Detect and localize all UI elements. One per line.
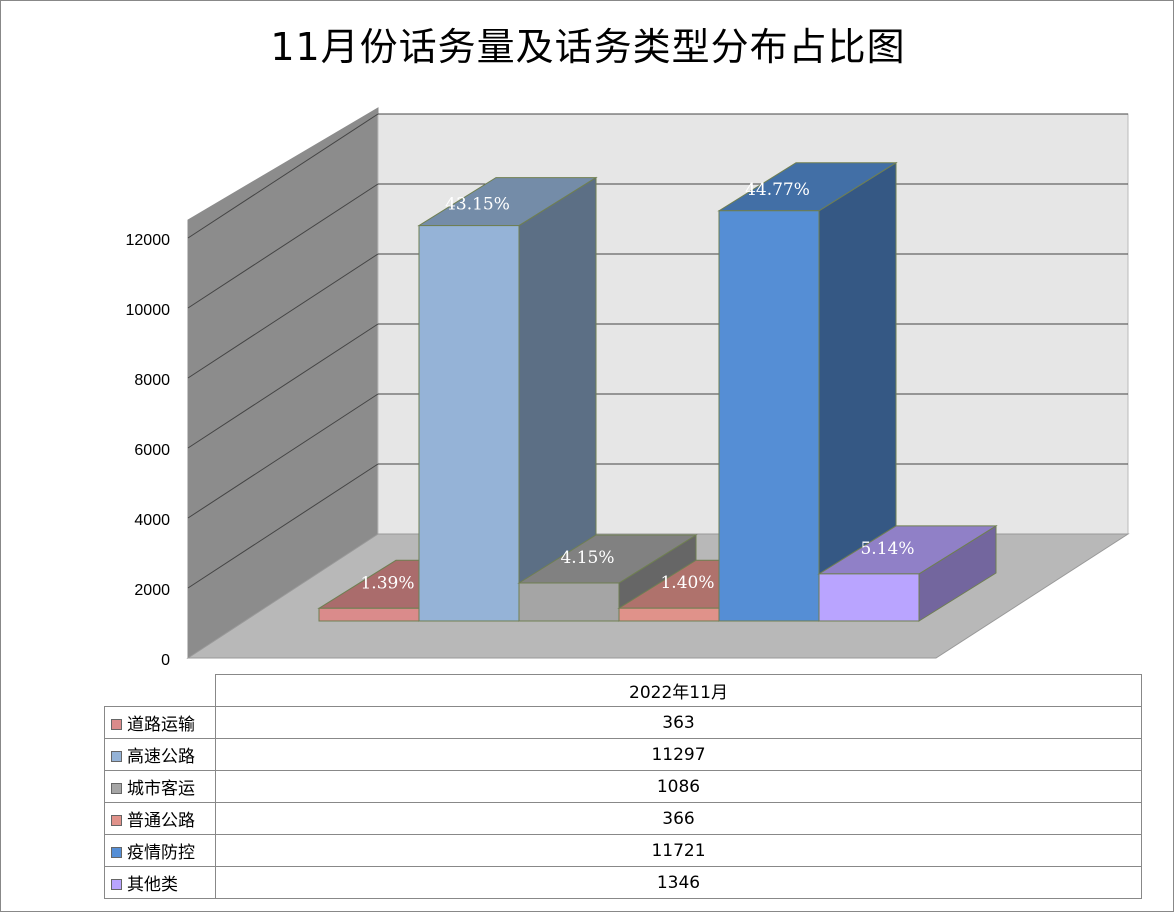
bar-5 xyxy=(717,161,898,622)
y-axis-ticks: 0 2000 4000 6000 8000 10000 12000 xyxy=(126,232,171,669)
table-value: 363 xyxy=(215,706,1142,739)
bar-2 xyxy=(417,176,598,622)
gridline-side xyxy=(187,393,379,519)
legend-label: 疫情防控 xyxy=(127,843,195,863)
y-tick-label: 0 xyxy=(161,652,170,669)
table-header-row: 2022年11月 xyxy=(104,674,1142,707)
table-row: 城市客运 1086 xyxy=(104,770,1142,803)
data-label: 1.40% xyxy=(660,573,714,593)
y-tick-label: 6000 xyxy=(134,442,170,459)
y-tick-label: 12000 xyxy=(126,232,171,249)
legend-label: 其他类 xyxy=(127,875,178,895)
chart-bars xyxy=(317,161,998,622)
legend-label: 城市客运 xyxy=(127,779,195,799)
gridline-side xyxy=(187,113,379,239)
gridline-side xyxy=(187,323,379,449)
data-label: 1.39% xyxy=(360,573,414,593)
y-tick-label: 2000 xyxy=(134,582,170,599)
data-label: 4.15% xyxy=(560,548,614,568)
data-labels: 1.39% 43.15% 4.15% 1.40% 44.77% 5.14% xyxy=(360,180,914,594)
table-row: 高速公路 11297 xyxy=(104,738,1142,771)
table-row: 普通公路 366 xyxy=(104,802,1142,835)
legend-swatch xyxy=(111,782,122,794)
bar-front-face xyxy=(718,210,820,622)
legend-label: 普通公路 xyxy=(127,811,195,831)
table-value: 366 xyxy=(215,802,1142,835)
legend-label: 道路运输 xyxy=(127,715,195,735)
legend-entry: 普通公路 xyxy=(104,802,216,835)
chart-data-table: 2022年11月 道路运输 363 高速公路 11297 城市客运 1086 普通公路 366… xyxy=(104,674,1142,899)
legend-swatch xyxy=(111,750,122,762)
y-tick-label: 4000 xyxy=(134,512,170,529)
legend-entry: 其他类 xyxy=(104,866,216,899)
bar-front-face xyxy=(318,607,420,622)
bar-front-face xyxy=(518,582,620,622)
chart-plot-area: 0 2000 4000 6000 8000 10000 12000 1.39% 43.15% 4… xyxy=(126,107,1130,669)
legend-swatch xyxy=(111,878,122,890)
table-value: 11297 xyxy=(215,738,1142,771)
bar-front-face xyxy=(418,225,520,622)
legend-label: 高速公路 xyxy=(127,747,195,767)
table-value: 1086 xyxy=(215,770,1142,803)
legend-entry: 道路运输 xyxy=(104,706,216,739)
legend-entry: 城市客运 xyxy=(104,770,216,803)
legend-swatch xyxy=(111,846,122,858)
data-label: 43.15% xyxy=(445,195,510,215)
y-tick-label: 8000 xyxy=(134,372,170,389)
bar-front-face xyxy=(818,573,920,622)
y-tick-label: 10000 xyxy=(126,302,171,319)
table-value: 11721 xyxy=(215,834,1142,867)
bar-front-face xyxy=(618,607,720,622)
gridline-side xyxy=(187,183,379,309)
table-row: 道路运输 363 xyxy=(104,706,1142,739)
legend-swatch xyxy=(111,814,122,826)
table-value: 1346 xyxy=(215,866,1142,899)
category-header: 2022年11月 xyxy=(215,674,1142,707)
legend-entry: 高速公路 xyxy=(104,738,216,771)
legend-swatch xyxy=(111,718,122,730)
legend-entry: 疫情防控 xyxy=(104,834,216,867)
data-label: 44.77% xyxy=(745,180,810,200)
table-row: 其他类 1346 xyxy=(104,866,1142,899)
chart-title: 11月份话务量及话务类型分布占比图 xyxy=(270,25,906,69)
data-label: 5.14% xyxy=(860,539,914,559)
gridline-side xyxy=(187,253,379,379)
table-row: 疫情防控 11721 xyxy=(104,834,1142,867)
gridline-side xyxy=(187,463,379,589)
bar-6 xyxy=(817,524,998,622)
